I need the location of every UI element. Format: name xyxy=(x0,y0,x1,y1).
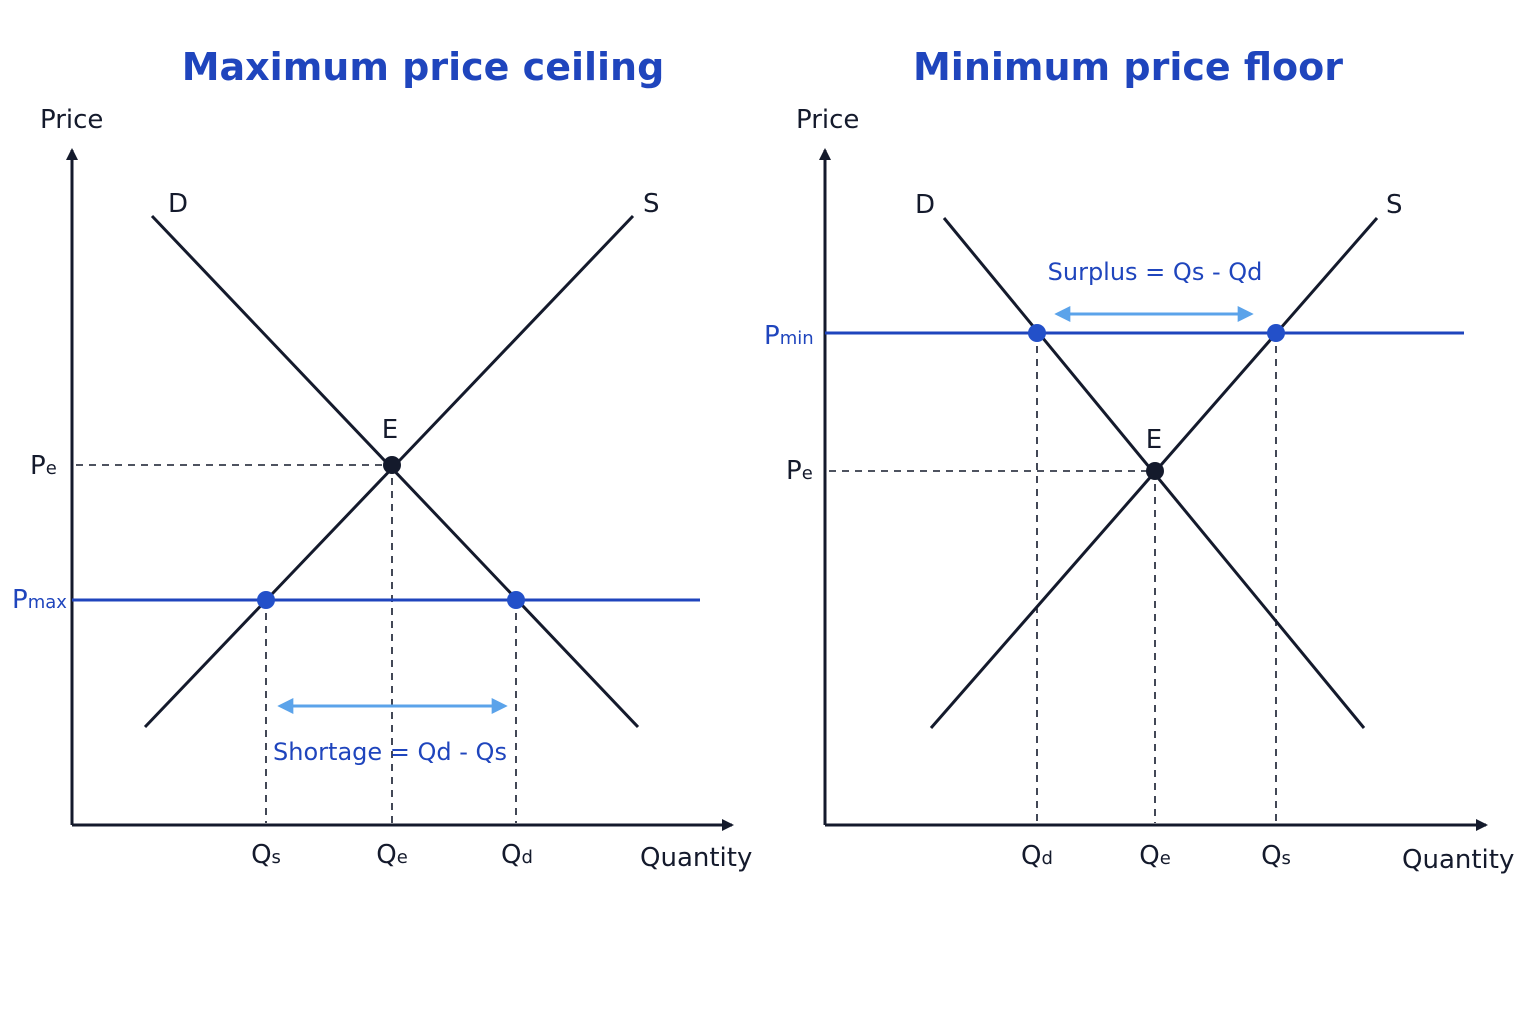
ceiling-y-axis-label: Price xyxy=(40,105,103,135)
ceiling-equilibrium-label: E xyxy=(382,415,398,445)
floor-equilibrium-label: E xyxy=(1146,425,1162,455)
floor-qs-point xyxy=(1267,324,1285,342)
floor-y-axis-label: Price xyxy=(796,105,859,135)
ceiling-qs-label: Qs xyxy=(251,840,281,870)
ceiling-pe-label: Pe xyxy=(30,451,57,481)
floor-qd-point xyxy=(1028,324,1046,342)
ceiling-panel: Maximum price ceiling Price Quantity D S… xyxy=(12,45,752,873)
floor-qe-label: Qe xyxy=(1139,841,1171,871)
ceiling-demand-label: D xyxy=(168,189,188,219)
floor-panel: Minimum price floor Price Quantity D S E… xyxy=(764,45,1514,875)
ceiling-shortage-label: Shortage = Qd - Qs xyxy=(273,738,507,766)
floor-x-axis-label: Quantity xyxy=(1402,845,1514,875)
floor-pe-label: Pe xyxy=(786,456,813,486)
floor-qs-label: Qs xyxy=(1261,841,1291,871)
ceiling-pmax-label: Pmax xyxy=(12,585,67,615)
ceiling-qd-point xyxy=(507,591,525,609)
ceiling-title: Maximum price ceiling xyxy=(182,45,665,89)
floor-title: Minimum price floor xyxy=(913,45,1343,89)
ceiling-x-axis-label: Quantity xyxy=(640,843,752,873)
floor-surplus-label: Surplus = Qs - Qd xyxy=(1048,258,1263,286)
ceiling-qd-label: Qd xyxy=(501,840,533,870)
ceiling-qe-label: Qe xyxy=(376,840,408,870)
ceiling-equilibrium-point xyxy=(383,456,401,474)
floor-qd-label: Qd xyxy=(1021,841,1053,871)
floor-pmin-label: Pmin xyxy=(764,321,814,351)
floor-demand-label: D xyxy=(915,190,935,220)
ceiling-supply-label: S xyxy=(643,189,660,219)
floor-equilibrium-point xyxy=(1146,462,1164,480)
floor-supply-label: S xyxy=(1386,190,1403,220)
ceiling-qs-point xyxy=(257,591,275,609)
